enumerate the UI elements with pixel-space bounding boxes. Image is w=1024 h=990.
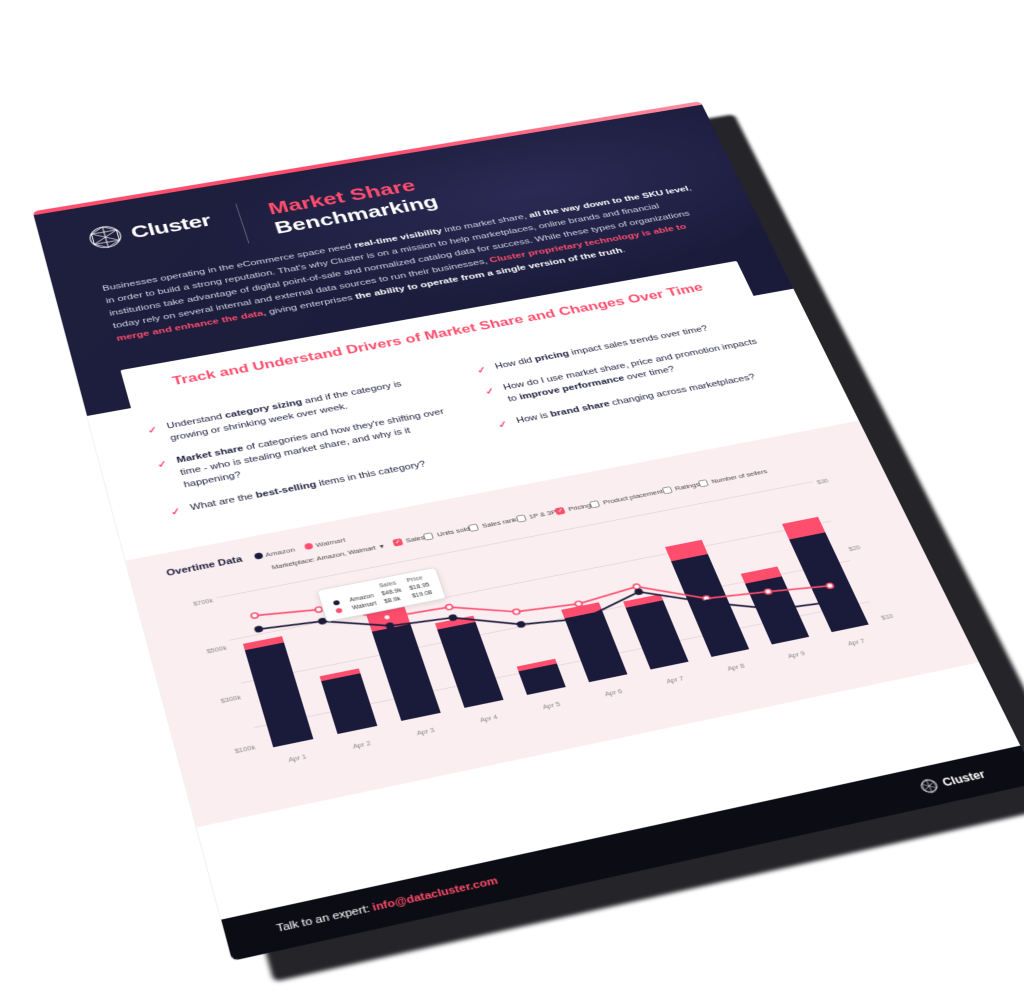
x-tick: Apr 2 xyxy=(352,741,371,751)
footer-text: Talk to an expert: xyxy=(275,903,371,934)
bar xyxy=(591,517,688,669)
filter-checkbox[interactable]: Units sold xyxy=(423,525,471,540)
chart-plot: $700k$500k$300k$100k $30$20$10 Apr 1Apr … xyxy=(216,481,887,768)
x-tick: Apr 8 xyxy=(727,663,746,672)
bar xyxy=(351,564,440,721)
bar xyxy=(472,540,565,695)
x-tick: Apr 7 xyxy=(847,639,866,648)
x-tick: Apr 3 xyxy=(416,728,435,737)
bar xyxy=(766,483,868,632)
cluster-logo-icon xyxy=(918,778,941,795)
x-axis: Apr 1 Apr 2 Apr 3 Apr 4 Apr 5 Apr 6 Apr 7 Apr 8… xyxy=(264,634,887,769)
x-tick: Apr 1 xyxy=(288,754,308,764)
bar xyxy=(532,529,627,683)
bar xyxy=(228,588,313,748)
brand-logo: Cluster xyxy=(86,208,214,251)
cluster-logo-icon xyxy=(86,223,126,251)
filter-checkbox[interactable]: 1P & 3P xyxy=(515,509,557,523)
x-tick: Apr 5 xyxy=(542,702,561,711)
brand-name: Cluster xyxy=(128,210,213,242)
chart-tooltip: SalesPriceAmazon$48.9k$18.95Walmart$8.9k… xyxy=(316,567,447,623)
x-tick: Apr 6 xyxy=(604,689,623,698)
filter-checkbox[interactable]: Sales rank xyxy=(468,516,518,532)
footer: Talk to an expert: info@datacluster.com … xyxy=(221,746,1024,961)
bar xyxy=(290,576,377,735)
filter-checkbox[interactable]: Pricing xyxy=(555,502,592,515)
y-axis-left: $700k$500k$300k$100k xyxy=(178,598,257,758)
bar xyxy=(708,495,808,645)
x-tick: Apr 4 xyxy=(479,715,498,724)
chevron-down-icon: ▾ xyxy=(379,543,385,550)
x-tick: Apr 7 xyxy=(666,676,685,685)
bar xyxy=(650,506,749,657)
page-title: Market Share Benchmarking xyxy=(265,172,441,238)
header-divider xyxy=(235,204,249,244)
filter-checkbox[interactable]: Ratings xyxy=(661,481,700,495)
footer-logo: Cluster xyxy=(918,767,988,795)
marketplace-selector[interactable]: Marketplace: Amazon, Walmart ▾ xyxy=(271,543,385,571)
x-tick: Apr 9 xyxy=(787,651,806,660)
